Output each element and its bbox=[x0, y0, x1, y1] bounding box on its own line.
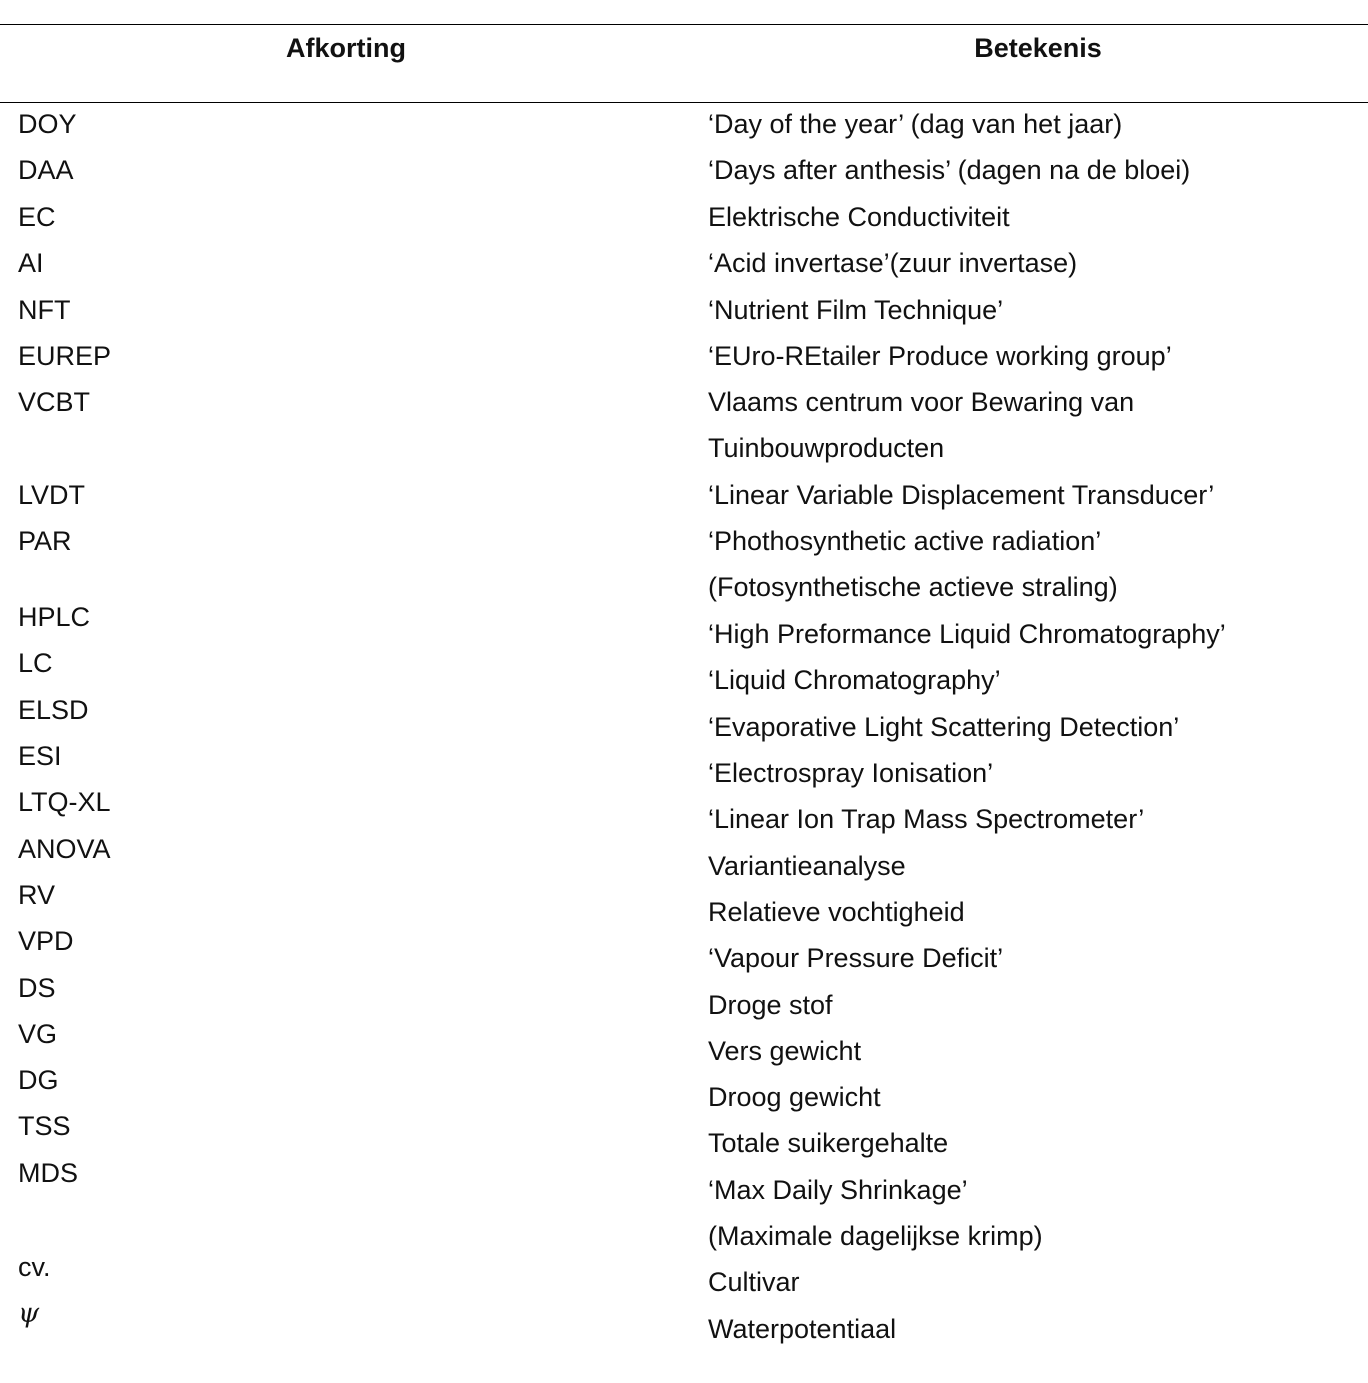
meaning-cell: Vers gewicht bbox=[708, 1036, 862, 1066]
abbreviation-cell: VG bbox=[18, 1019, 58, 1049]
table-header-rule bbox=[0, 102, 1368, 103]
abbreviation-cell: EC bbox=[18, 202, 56, 232]
meaning-cell: ‘Max Daily Shrinkage’ (Maximale dagelijk… bbox=[708, 1175, 1043, 1252]
abbreviation-cell: cv. bbox=[18, 1252, 51, 1282]
meaning-cell: ‘Vapour Pressure Deficit’ bbox=[708, 943, 1004, 973]
meaning-cell: ‘High Preformance Liquid Chromatography’ bbox=[708, 619, 1226, 649]
meaning-cell: Elektrische Conductiviteit bbox=[708, 202, 1010, 232]
abbreviation-cell: DG bbox=[18, 1065, 59, 1095]
meaning-cell: ‘Acid invertase’(zuur invertase) bbox=[708, 248, 1078, 278]
abbreviation-cell: LVDT bbox=[18, 480, 86, 510]
meaning-cell: ‘Evaporative Light Scattering Detection’ bbox=[708, 712, 1180, 742]
meaning-cell: Variantieanalyse bbox=[708, 851, 906, 881]
table-top-rule bbox=[0, 24, 1368, 25]
meaning-cell: ‘Nutrient Film Technique’ bbox=[708, 295, 1004, 325]
meaning-cell: Cultivar bbox=[708, 1267, 800, 1297]
abbreviation-cell: LTQ-XL bbox=[18, 787, 111, 817]
meaning-cell: Droge stof bbox=[708, 990, 833, 1020]
abbreviation-cell: HPLC bbox=[18, 602, 91, 632]
abbreviation-cell: PAR bbox=[18, 526, 72, 556]
meaning-cell: ‘Phothosynthetic active radiation’ (Foto… bbox=[708, 526, 1118, 603]
abbreviation-cell: AI bbox=[18, 248, 44, 278]
meaning-cell: ‘Linear Ion Trap Mass Spectrometer’ bbox=[708, 804, 1145, 834]
abbreviation-cell: LC bbox=[18, 648, 53, 678]
meaning-cell: Totale suikergehalte bbox=[708, 1128, 949, 1158]
abbreviation-cell: ESI bbox=[18, 741, 62, 771]
abbreviation-cell: EUREP bbox=[18, 341, 112, 371]
abbreviation-cell: ANOVA bbox=[18, 834, 111, 864]
abbreviation-cell: ELSD bbox=[18, 695, 89, 725]
abbreviation-cell: MDS bbox=[18, 1158, 78, 1188]
meaning-cell: ‘EUro-REtailer Produce working group’ bbox=[708, 341, 1172, 371]
abbreviation-cell: VPD bbox=[18, 926, 74, 956]
meaning-cell: Waterpotentiaal bbox=[708, 1314, 897, 1344]
abbreviation-cell: DOY bbox=[18, 109, 77, 139]
abbreviation-cell: RV bbox=[18, 880, 56, 910]
abbreviation-cell: ψ bbox=[18, 1298, 40, 1329]
meaning-cell: ‘Linear Variable Displacement Transducer… bbox=[708, 480, 1215, 510]
meaning-cell: ‘Days after anthesis’ (dagen na de bloei… bbox=[708, 155, 1191, 185]
meaning-cell: ‘Liquid Chromatography’ bbox=[708, 665, 1001, 695]
meaning-cell: ‘Day of the year’ (dag van het jaar) bbox=[708, 109, 1123, 139]
meaning-cell: Relatieve vochtigheid bbox=[708, 897, 965, 927]
column-header-abbreviation: Afkorting bbox=[286, 33, 406, 63]
abbreviation-cell: TSS bbox=[18, 1111, 71, 1141]
abbreviation-cell: NFT bbox=[18, 295, 71, 325]
abbreviation-cell: VCBT bbox=[18, 387, 91, 417]
column-header-meaning: Betekenis bbox=[974, 33, 1102, 63]
abbreviation-cell: DS bbox=[18, 973, 56, 1003]
meaning-cell: Vlaams centrum voor Bewaring van Tuinbou… bbox=[708, 387, 1135, 464]
meaning-cell: Droog gewicht bbox=[708, 1082, 881, 1112]
abbreviation-cell: DAA bbox=[18, 155, 74, 185]
meaning-cell: ‘Electrospray Ionisation’ bbox=[708, 758, 994, 788]
